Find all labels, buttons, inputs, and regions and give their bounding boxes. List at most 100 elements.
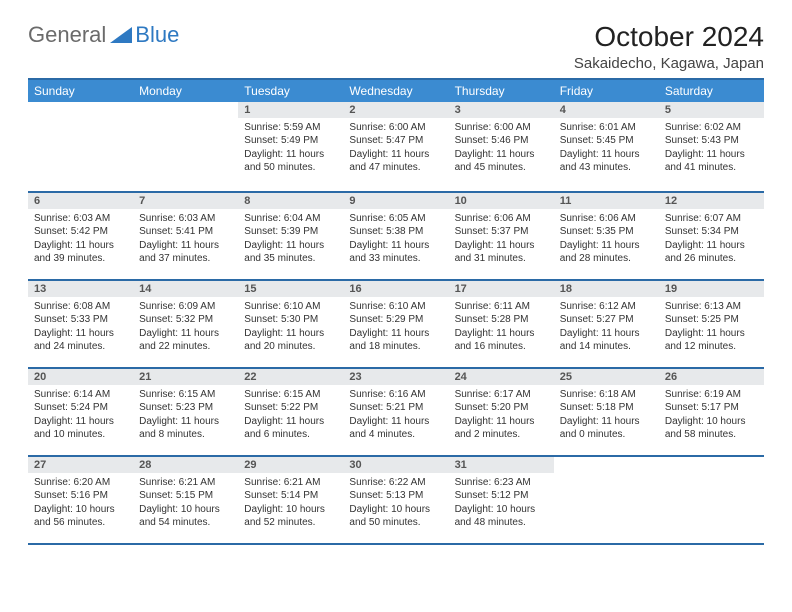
calendar-empty-cell [133, 102, 238, 192]
calendar-empty-cell [28, 102, 133, 192]
calendar-day-cell: 31Sunrise: 6:23 AMSunset: 5:12 PMDayligh… [449, 456, 554, 544]
calendar-week-row: 1Sunrise: 5:59 AMSunset: 5:49 PMDaylight… [28, 102, 764, 192]
day-number: 18 [554, 281, 659, 297]
sunset-line: Sunset: 5:24 PM [34, 401, 127, 415]
sunrise-line: Sunrise: 6:23 AM [455, 476, 548, 490]
sunrise-line: Sunrise: 6:21 AM [244, 476, 337, 490]
calendar-day-cell: 9Sunrise: 6:05 AMSunset: 5:38 PMDaylight… [343, 192, 448, 280]
day-detail: Sunrise: 6:15 AMSunset: 5:22 PMDaylight:… [238, 385, 343, 446]
daylight-line: Daylight: 11 hours and 43 minutes. [560, 148, 653, 175]
calendar-week-row: 27Sunrise: 6:20 AMSunset: 5:16 PMDayligh… [28, 456, 764, 544]
sunrise-line: Sunrise: 6:17 AM [455, 388, 548, 402]
calendar-day-cell: 28Sunrise: 6:21 AMSunset: 5:15 PMDayligh… [133, 456, 238, 544]
day-detail: Sunrise: 5:59 AMSunset: 5:49 PMDaylight:… [238, 118, 343, 179]
sunrise-line: Sunrise: 6:13 AM [665, 300, 758, 314]
day-number: 15 [238, 281, 343, 297]
sunrise-line: Sunrise: 6:02 AM [665, 121, 758, 135]
day-number: 25 [554, 369, 659, 385]
calendar-day-cell: 5Sunrise: 6:02 AMSunset: 5:43 PMDaylight… [659, 102, 764, 192]
day-number: 17 [449, 281, 554, 297]
day-number: 3 [449, 102, 554, 118]
day-number: 31 [449, 457, 554, 473]
sunrise-line: Sunrise: 6:09 AM [139, 300, 232, 314]
day-detail: Sunrise: 6:20 AMSunset: 5:16 PMDaylight:… [28, 473, 133, 534]
sunset-line: Sunset: 5:29 PM [349, 313, 442, 327]
day-detail: Sunrise: 6:03 AMSunset: 5:41 PMDaylight:… [133, 209, 238, 270]
daylight-line: Daylight: 11 hours and 6 minutes. [244, 415, 337, 442]
calendar-day-cell: 27Sunrise: 6:20 AMSunset: 5:16 PMDayligh… [28, 456, 133, 544]
sunrise-line: Sunrise: 6:19 AM [665, 388, 758, 402]
sunrise-line: Sunrise: 6:03 AM [34, 212, 127, 226]
calendar-day-cell: 23Sunrise: 6:16 AMSunset: 5:21 PMDayligh… [343, 368, 448, 456]
calendar-day-cell: 26Sunrise: 6:19 AMSunset: 5:17 PMDayligh… [659, 368, 764, 456]
daylight-line: Daylight: 11 hours and 4 minutes. [349, 415, 442, 442]
day-detail: Sunrise: 6:06 AMSunset: 5:35 PMDaylight:… [554, 209, 659, 270]
calendar-day-cell: 6Sunrise: 6:03 AMSunset: 5:42 PMDaylight… [28, 192, 133, 280]
day-detail: Sunrise: 6:22 AMSunset: 5:13 PMDaylight:… [343, 473, 448, 534]
day-detail: Sunrise: 6:23 AMSunset: 5:12 PMDaylight:… [449, 473, 554, 534]
sunrise-line: Sunrise: 6:05 AM [349, 212, 442, 226]
calendar-day-cell: 1Sunrise: 5:59 AMSunset: 5:49 PMDaylight… [238, 102, 343, 192]
daylight-line: Daylight: 10 hours and 58 minutes. [665, 415, 758, 442]
daylight-line: Daylight: 10 hours and 54 minutes. [139, 503, 232, 530]
calendar-table: SundayMondayTuesdayWednesdayThursdayFrid… [28, 78, 764, 545]
day-number: 6 [28, 193, 133, 209]
calendar-empty-cell [554, 456, 659, 544]
calendar-week-row: 6Sunrise: 6:03 AMSunset: 5:42 PMDaylight… [28, 192, 764, 280]
day-number: 16 [343, 281, 448, 297]
calendar-day-cell: 21Sunrise: 6:15 AMSunset: 5:23 PMDayligh… [133, 368, 238, 456]
weekday-header: Wednesday [343, 79, 448, 102]
calendar-day-cell: 17Sunrise: 6:11 AMSunset: 5:28 PMDayligh… [449, 280, 554, 368]
day-detail: Sunrise: 6:08 AMSunset: 5:33 PMDaylight:… [28, 297, 133, 358]
daylight-line: Daylight: 11 hours and 31 minutes. [455, 239, 548, 266]
sunset-line: Sunset: 5:38 PM [349, 225, 442, 239]
calendar-empty-cell [659, 456, 764, 544]
day-detail: Sunrise: 6:12 AMSunset: 5:27 PMDaylight:… [554, 297, 659, 358]
day-number: 2 [343, 102, 448, 118]
sunset-line: Sunset: 5:35 PM [560, 225, 653, 239]
sunset-line: Sunset: 5:49 PM [244, 134, 337, 148]
day-detail: Sunrise: 6:21 AMSunset: 5:14 PMDaylight:… [238, 473, 343, 534]
sunrise-line: Sunrise: 6:15 AM [139, 388, 232, 402]
daylight-line: Daylight: 11 hours and 14 minutes. [560, 327, 653, 354]
calendar-day-cell: 7Sunrise: 6:03 AMSunset: 5:41 PMDaylight… [133, 192, 238, 280]
daylight-line: Daylight: 11 hours and 12 minutes. [665, 327, 758, 354]
daylight-line: Daylight: 11 hours and 45 minutes. [455, 148, 548, 175]
sunset-line: Sunset: 5:46 PM [455, 134, 548, 148]
day-detail: Sunrise: 6:21 AMSunset: 5:15 PMDaylight:… [133, 473, 238, 534]
day-number: 10 [449, 193, 554, 209]
header: General Blue October 2024 Sakaidecho, Ka… [28, 22, 764, 72]
daylight-line: Daylight: 11 hours and 35 minutes. [244, 239, 337, 266]
day-number: 20 [28, 369, 133, 385]
sunrise-line: Sunrise: 6:22 AM [349, 476, 442, 490]
sunrise-line: Sunrise: 6:04 AM [244, 212, 337, 226]
calendar-day-cell: 19Sunrise: 6:13 AMSunset: 5:25 PMDayligh… [659, 280, 764, 368]
day-number: 9 [343, 193, 448, 209]
daylight-line: Daylight: 11 hours and 37 minutes. [139, 239, 232, 266]
sunset-line: Sunset: 5:25 PM [665, 313, 758, 327]
day-detail: Sunrise: 6:09 AMSunset: 5:32 PMDaylight:… [133, 297, 238, 358]
sunset-line: Sunset: 5:20 PM [455, 401, 548, 415]
brand-part2: Blue [135, 22, 179, 48]
calendar-day-cell: 11Sunrise: 6:06 AMSunset: 5:35 PMDayligh… [554, 192, 659, 280]
sunrise-line: Sunrise: 6:00 AM [349, 121, 442, 135]
day-detail: Sunrise: 6:07 AMSunset: 5:34 PMDaylight:… [659, 209, 764, 270]
sunrise-line: Sunrise: 6:16 AM [349, 388, 442, 402]
sunrise-line: Sunrise: 6:12 AM [560, 300, 653, 314]
sunset-line: Sunset: 5:41 PM [139, 225, 232, 239]
calendar-day-cell: 22Sunrise: 6:15 AMSunset: 5:22 PMDayligh… [238, 368, 343, 456]
sunset-line: Sunset: 5:16 PM [34, 489, 127, 503]
sunset-line: Sunset: 5:13 PM [349, 489, 442, 503]
weekday-header: Thursday [449, 79, 554, 102]
sunrise-line: Sunrise: 6:06 AM [560, 212, 653, 226]
daylight-line: Daylight: 11 hours and 10 minutes. [34, 415, 127, 442]
sunset-line: Sunset: 5:27 PM [560, 313, 653, 327]
calendar-day-cell: 18Sunrise: 6:12 AMSunset: 5:27 PMDayligh… [554, 280, 659, 368]
day-number: 29 [238, 457, 343, 473]
daylight-line: Daylight: 10 hours and 48 minutes. [455, 503, 548, 530]
day-number: 27 [28, 457, 133, 473]
title-block: October 2024 Sakaidecho, Kagawa, Japan [574, 22, 764, 72]
sunrise-line: Sunrise: 6:15 AM [244, 388, 337, 402]
day-number: 24 [449, 369, 554, 385]
sunrise-line: Sunrise: 6:01 AM [560, 121, 653, 135]
